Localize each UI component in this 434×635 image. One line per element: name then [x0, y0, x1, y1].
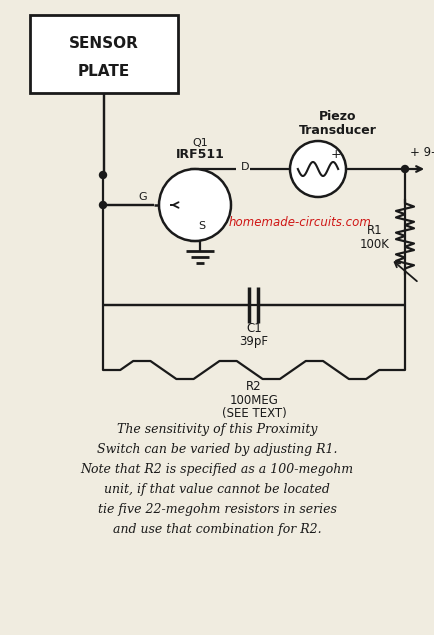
Text: 100K: 100K: [359, 239, 389, 251]
Text: Q1: Q1: [192, 138, 207, 148]
Text: unit, if that value cannot be located: unit, if that value cannot be located: [104, 483, 329, 497]
Bar: [30, 15, 178, 93]
Text: D: D: [240, 162, 249, 172]
Text: S: S: [197, 221, 205, 231]
Text: SENSOR: SENSOR: [69, 36, 138, 51]
Text: 39pF: 39pF: [239, 335, 268, 349]
Text: Piezo: Piezo: [319, 110, 356, 123]
Circle shape: [99, 171, 106, 178]
Circle shape: [99, 201, 106, 208]
Text: 100MEG: 100MEG: [229, 394, 278, 406]
Text: Switch can be varied by adjusting R1.: Switch can be varied by adjusting R1.: [96, 443, 336, 457]
Text: G: G: [138, 192, 147, 202]
Text: +: +: [330, 149, 341, 161]
Text: R1: R1: [366, 224, 382, 236]
Text: tie five 22-megohm resistors in series: tie five 22-megohm resistors in series: [97, 504, 335, 516]
Text: homemade-circuits.com: homemade-circuits.com: [228, 217, 371, 229]
Circle shape: [289, 141, 345, 197]
Text: The sensitivity of this Proximity: The sensitivity of this Proximity: [116, 424, 316, 436]
Circle shape: [401, 166, 408, 173]
Text: PLATE: PLATE: [78, 64, 130, 79]
Text: + 9-12V: + 9-12V: [409, 146, 434, 159]
Text: and use that combination for R2.: and use that combination for R2.: [112, 523, 321, 537]
Text: Note that R2 is specified as a 100-megohm: Note that R2 is specified as a 100-megoh…: [80, 464, 353, 476]
Text: IRF511: IRF511: [175, 149, 224, 161]
Text: C1: C1: [246, 323, 261, 335]
Text: Transducer: Transducer: [299, 123, 376, 137]
Text: R2: R2: [246, 380, 261, 392]
Circle shape: [159, 169, 230, 241]
Text: (SEE TEXT): (SEE TEXT): [221, 408, 286, 420]
